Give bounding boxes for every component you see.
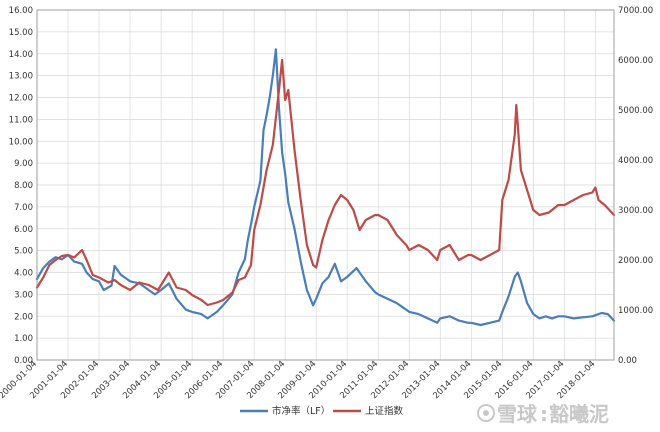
y-left-tick-label: 12.00 (9, 94, 33, 104)
y-right-tick-label: 7000.00 (618, 6, 653, 16)
y-left-tick-label: 13.00 (9, 72, 33, 82)
y-left-tick-label: 7.00 (14, 203, 33, 213)
y-left-tick-label: 3.00 (14, 290, 33, 300)
y-left-tick-label: 4.00 (14, 269, 33, 279)
watermark-separator: : (540, 402, 548, 426)
watermark-logo-dot (483, 410, 489, 416)
legend-label-index: 上证指数 (365, 405, 404, 417)
y-right-tick-label: 2000.00 (618, 256, 653, 266)
watermark-brand: 雪球 (497, 402, 538, 426)
y-left-tick-label: 14.00 (9, 50, 33, 60)
plot-frame (36, 9, 615, 361)
y-left-tick-label: 15.00 (9, 28, 33, 38)
legend-label-pb: 市净率（LF） (272, 405, 330, 417)
y-right-tick-label: 3000.00 (618, 206, 653, 216)
y-left-tick-label: 6.00 (14, 225, 33, 235)
y-left-axis: 0.00 1.00 2.00 3.00 4.00 5.00 6.00 7.00 8.00 9.00… (9, 6, 33, 366)
y-left-tick-label: 5.00 (14, 247, 33, 257)
y-left-tick-label: 16.00 (9, 6, 33, 16)
series-layer (35, 48, 616, 327)
y-left-tick-label: 8.00 (14, 181, 33, 191)
y-right-tick-label: 6000.00 (618, 56, 653, 66)
y-right-tick-label: 0.00 (618, 356, 637, 366)
y-right-axis: 0.00 1000.00 2000.00 3000.00 4000.00 5000.00 6… (618, 6, 653, 366)
y-left-tick-label: 0.00 (14, 356, 33, 366)
legend: 市净率（LF） 上证指数 (240, 405, 404, 417)
watermark-user: 豁曦泥 (549, 402, 609, 426)
y-left-tick-label: 11.00 (9, 115, 33, 125)
y-left-tick-label: 10.00 (9, 137, 33, 147)
y-right-tick-label: 1000.00 (618, 306, 653, 316)
y-right-tick-label: 4000.00 (618, 156, 653, 166)
watermark: 雪球 : 豁曦泥 (477, 402, 609, 426)
watermark-logo-icon (477, 404, 495, 422)
y-left-tick-label: 2.00 (14, 312, 33, 322)
series-line-0 (35, 48, 616, 327)
y-right-tick-label: 5000.00 (618, 106, 653, 116)
y-left-tick-label: 1.00 (14, 334, 33, 344)
y-left-tick-label: 9.00 (14, 159, 33, 169)
series-line-1 (35, 58, 616, 307)
